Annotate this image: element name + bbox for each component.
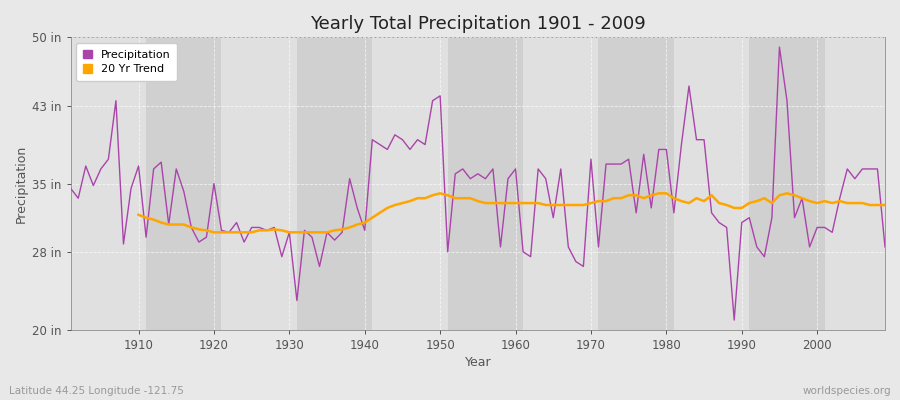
Bar (71, 37, 146, 330)
Bar (523, 37, 598, 330)
Bar (297, 37, 373, 330)
Bar (750, 37, 824, 330)
Title: Yearly Total Precipitation 1901 - 2009: Yearly Total Precipitation 1901 - 2009 (310, 15, 645, 33)
Bar (824, 37, 885, 330)
Text: worldspecies.org: worldspecies.org (803, 386, 891, 396)
Bar (598, 37, 674, 330)
Bar (146, 37, 221, 330)
X-axis label: Year: Year (464, 356, 491, 369)
Bar (373, 37, 447, 330)
Bar (447, 37, 523, 330)
Y-axis label: Precipitation: Precipitation (15, 144, 28, 223)
Bar (674, 37, 750, 330)
Text: Latitude 44.25 Longitude -121.75: Latitude 44.25 Longitude -121.75 (9, 386, 184, 396)
Legend: Precipitation, 20 Yr Trend: Precipitation, 20 Yr Trend (76, 43, 177, 81)
Bar (221, 37, 297, 330)
